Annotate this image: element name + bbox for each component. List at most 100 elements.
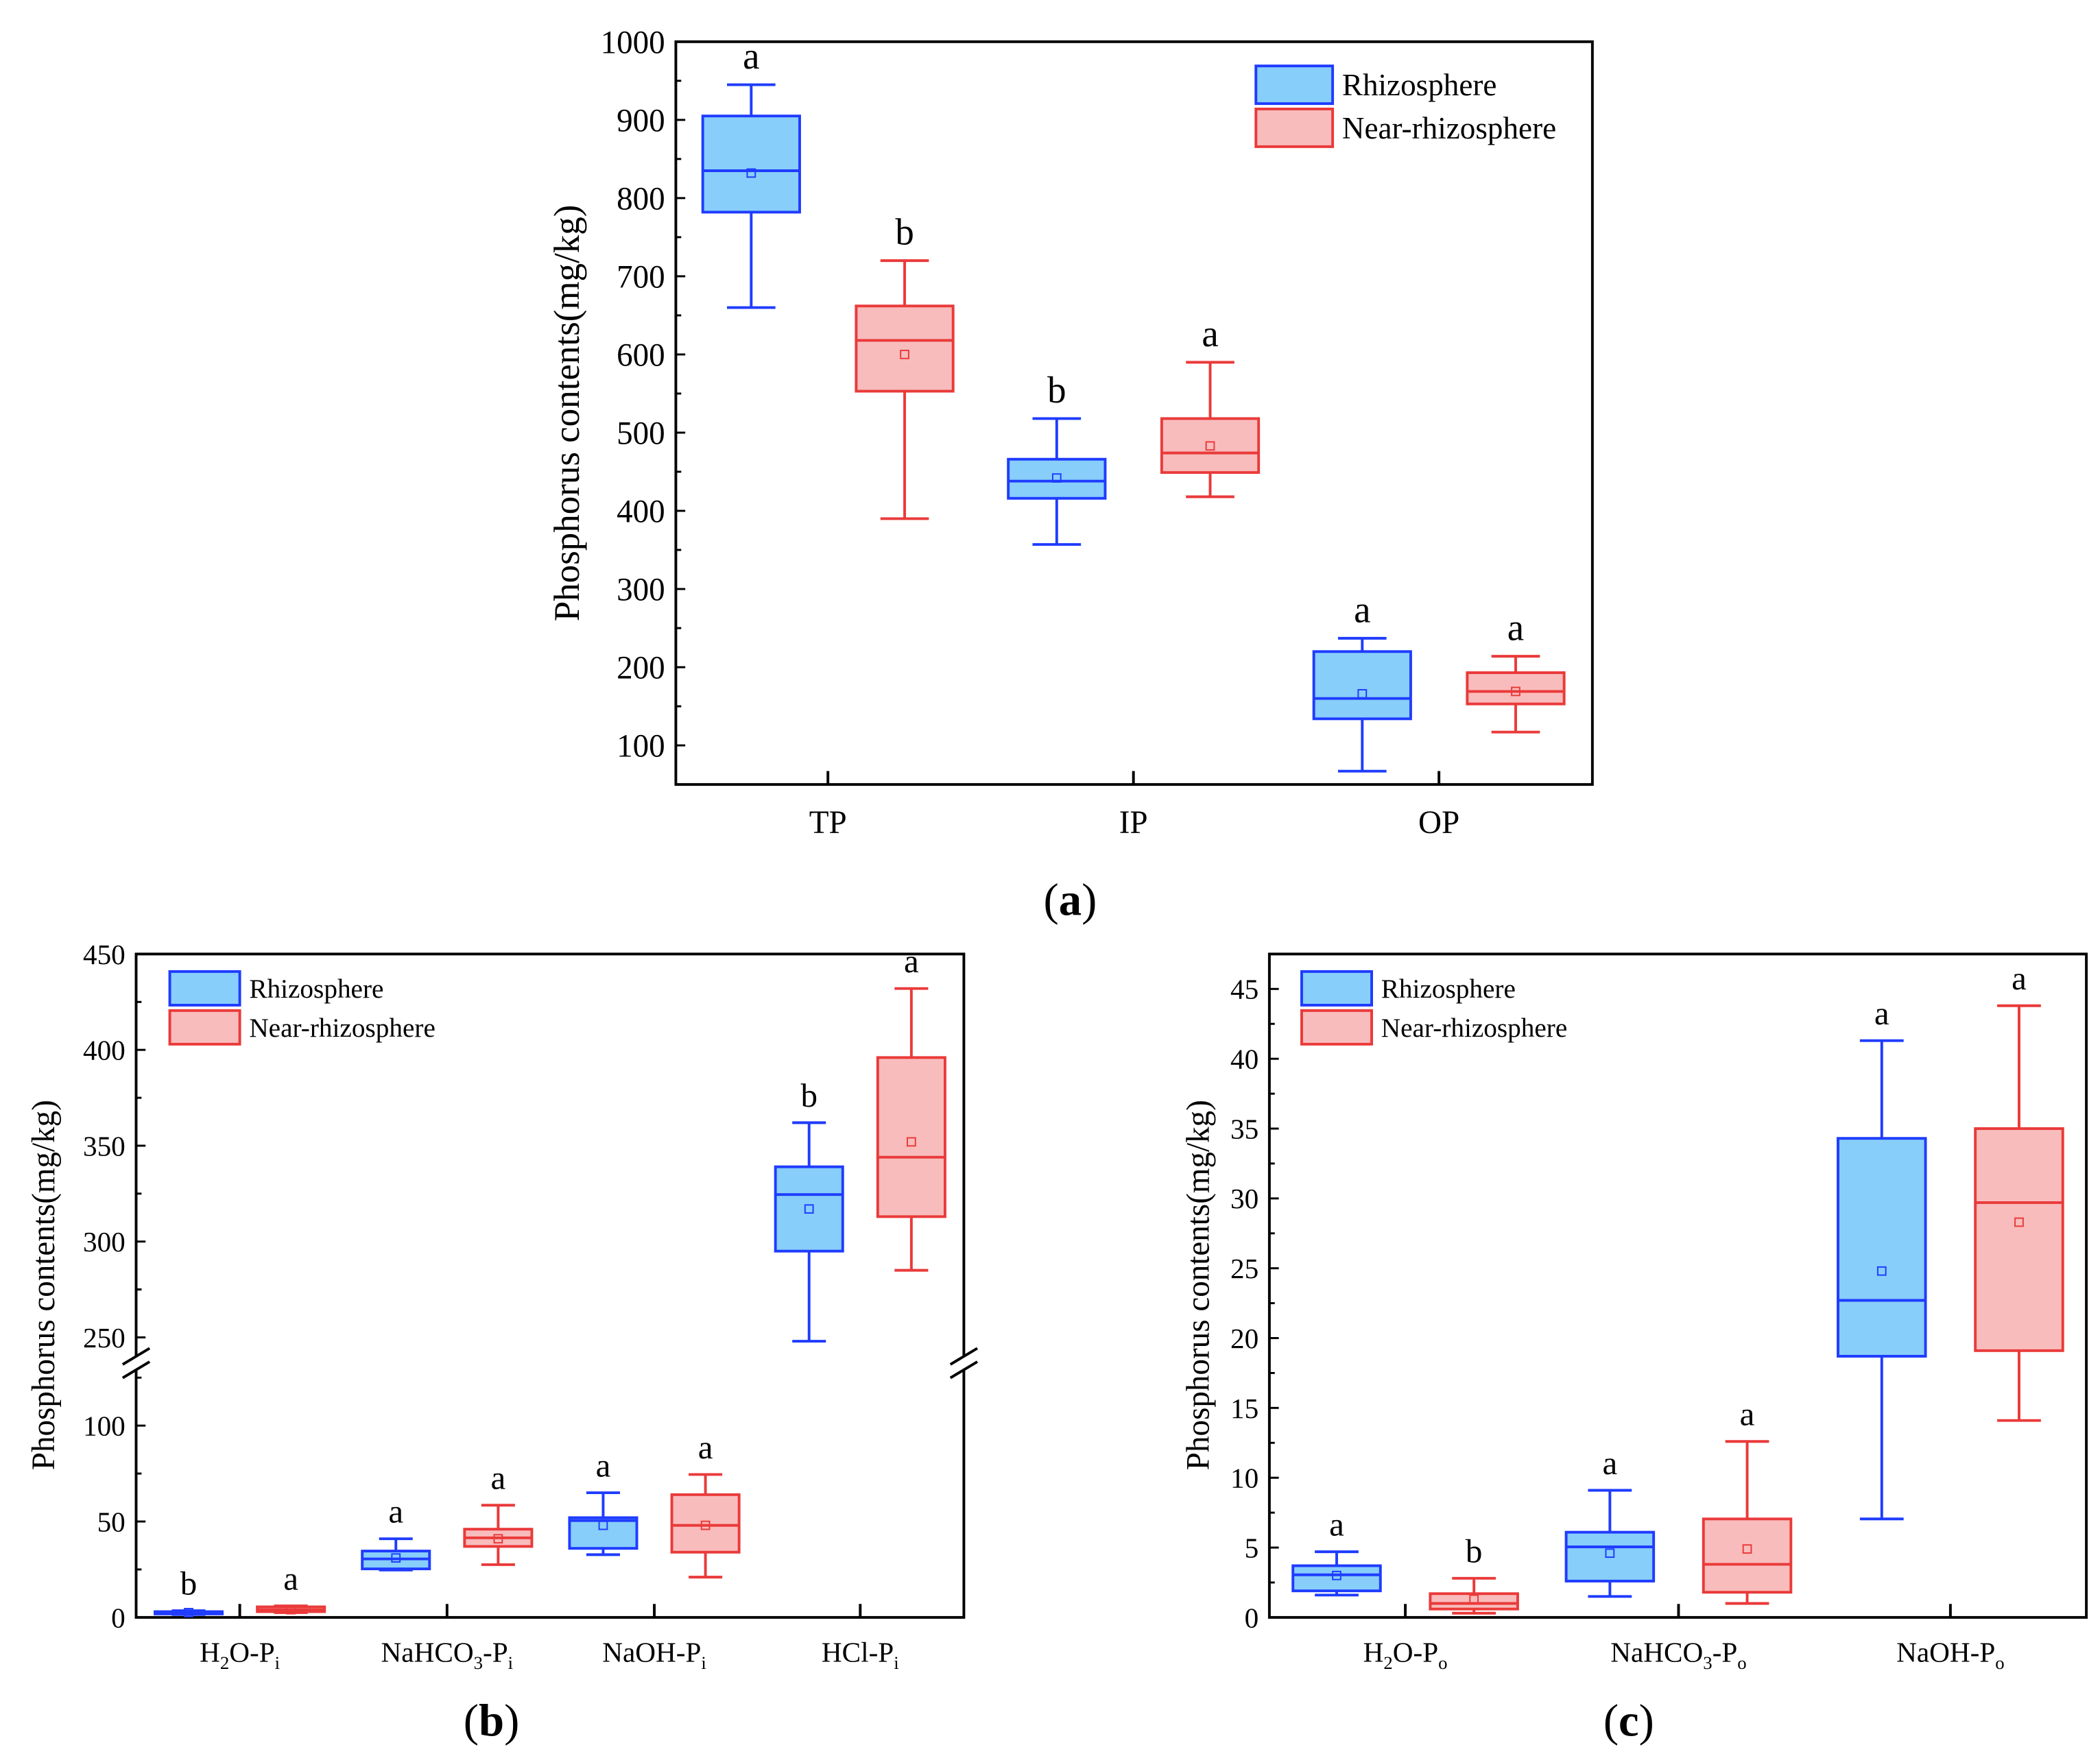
y-tick-label: 35: [1230, 1113, 1258, 1144]
box-rhizosphere: a: [1291, 1506, 1382, 1597]
panel-label: (b): [464, 1696, 520, 1746]
x-tick-label-part: o: [1737, 1652, 1746, 1673]
iqr-box: [1702, 1517, 1793, 1594]
significance-letter: a: [283, 1560, 298, 1598]
panel-label-letter: c: [1619, 1696, 1639, 1746]
mean-marker: [1511, 686, 1520, 697]
box-near-rhizosphere: a: [1974, 959, 2064, 1422]
y-tick-label: 0: [1245, 1602, 1259, 1633]
legend: Rhizosphere Near-rhizosphere: [168, 970, 435, 1046]
mean-marker: [746, 168, 756, 178]
x-tick-label: TP: [809, 805, 847, 841]
significance-letter: a: [1874, 994, 1889, 1032]
y-tick-label: 15: [1230, 1393, 1258, 1424]
plot-frame: [134, 952, 966, 1619]
y-tick-label: 45: [1230, 974, 1258, 1005]
significance-letter: b: [1047, 369, 1066, 411]
y-tick-label: 25: [1230, 1253, 1258, 1284]
legend-label: Near-rhizosphere: [1342, 111, 1556, 145]
mean-marker: [493, 1534, 503, 1544]
iqr-box: [876, 1056, 946, 1218]
mean-marker: [906, 1137, 916, 1147]
axis-break-mark: [949, 1347, 979, 1366]
mean-marker: [804, 1204, 814, 1214]
legend-swatch: [1254, 64, 1335, 106]
box-near-rhizosphere: a: [1466, 607, 1566, 734]
y-tick-label: 350: [83, 1130, 126, 1162]
panel-label-close: ): [504, 1696, 519, 1746]
x-tick-label-part: NaOH-P: [602, 1637, 701, 1668]
mean-marker: [1742, 1544, 1752, 1554]
box-near-rhizosphere: a: [1702, 1395, 1793, 1605]
legend-swatch: [1300, 1009, 1373, 1046]
x-tick-label: NaHCO3-Po: [1610, 1637, 1746, 1673]
iqr-box: [701, 115, 801, 214]
x-tick-label-part: 2: [1383, 1652, 1392, 1673]
y-tick-label: 300: [617, 573, 665, 608]
panel-label-open: (: [464, 1696, 479, 1746]
significance-letter: a: [1740, 1395, 1755, 1433]
legend-swatch: [1254, 107, 1335, 148]
x-tick-label: NaOH-Pi: [602, 1637, 706, 1673]
y-axis-label: Phosphorus contents(mg/kg): [26, 1100, 62, 1470]
x-tick-label-part: O-P: [229, 1637, 274, 1668]
panel-label-open: (: [1603, 1696, 1619, 1746]
legend-swatch: [168, 970, 241, 1007]
mean-marker: [1605, 1548, 1615, 1559]
legend-label: Rhizosphere: [1381, 974, 1516, 1004]
significance-letter: b: [180, 1565, 198, 1602]
x-tick-label-part: NaOH-P: [1896, 1637, 1995, 1668]
y-tick-label: 400: [617, 494, 665, 529]
legend-swatch: [1300, 970, 1373, 1007]
axis-break-mark: [121, 1360, 151, 1380]
mean-marker: [2014, 1217, 2024, 1227]
significance-letter: b: [800, 1077, 818, 1114]
box-rhizosphere: b: [154, 1565, 224, 1617]
x-tick-label-part: i: [275, 1652, 280, 1673]
x-tick-label-part: i: [894, 1652, 898, 1673]
significance-letter: a: [904, 942, 919, 980]
plot-frame: [674, 40, 1594, 786]
mean-marker: [391, 1553, 401, 1563]
mean-marker: [286, 1604, 296, 1615]
legend-label: Rhizosphere: [1342, 68, 1497, 102]
axis-break-mark: [949, 1360, 979, 1380]
y-tick-label: 600: [617, 337, 665, 373]
y-axis-label: Phosphorus contents(mg/kg): [547, 205, 587, 622]
x-tick-label-part: 3: [474, 1652, 483, 1673]
x-tick-label-part: i: [701, 1652, 706, 1673]
x-tick-label-part: H: [1363, 1637, 1384, 1668]
x-tick-label: H2O-Pi: [200, 1637, 280, 1673]
x-tick-label-part: NaHCO: [381, 1637, 474, 1668]
legend-label: Near-rhizosphere: [1381, 1013, 1568, 1043]
panel-label: (a): [1044, 875, 1097, 925]
mean-marker: [900, 350, 909, 359]
x-tick-label-part: -P: [483, 1637, 508, 1668]
y-tick-label: 700: [617, 259, 665, 295]
x-tick-label: HCl-Pi: [822, 1637, 899, 1673]
box-near-rhizosphere: b: [855, 211, 955, 520]
mean-marker: [1469, 1594, 1479, 1604]
legend: Rhizosphere Near-rhizosphere: [1300, 970, 1568, 1046]
box-rhizosphere: a: [1837, 994, 1927, 1521]
box-rhizosphere: b: [774, 1077, 844, 1343]
iqr-box: [670, 1493, 741, 1554]
box-near-rhizosphere: a: [1160, 313, 1261, 498]
x-tick-label-part: O-P: [1393, 1637, 1438, 1668]
y-axis-label: Phosphorus contents(mg/kg): [1181, 1100, 1217, 1470]
significance-letter: a: [2012, 959, 2027, 997]
y-tick-label: 450: [83, 939, 126, 970]
significance-letter: b: [895, 211, 914, 253]
mean-marker: [1876, 1266, 1887, 1276]
panel-label-open: (: [1044, 875, 1059, 925]
iqr-box: [774, 1165, 844, 1253]
legend-label: Near-rhizosphere: [249, 1013, 435, 1043]
y-tick-label: 500: [617, 416, 665, 451]
y-tick-label: 400: [83, 1035, 126, 1066]
x-tick-label-part: 3: [1703, 1652, 1712, 1673]
significance-letter: a: [698, 1428, 713, 1466]
significance-letter: a: [743, 35, 759, 77]
significance-letter: b: [1466, 1532, 1483, 1569]
